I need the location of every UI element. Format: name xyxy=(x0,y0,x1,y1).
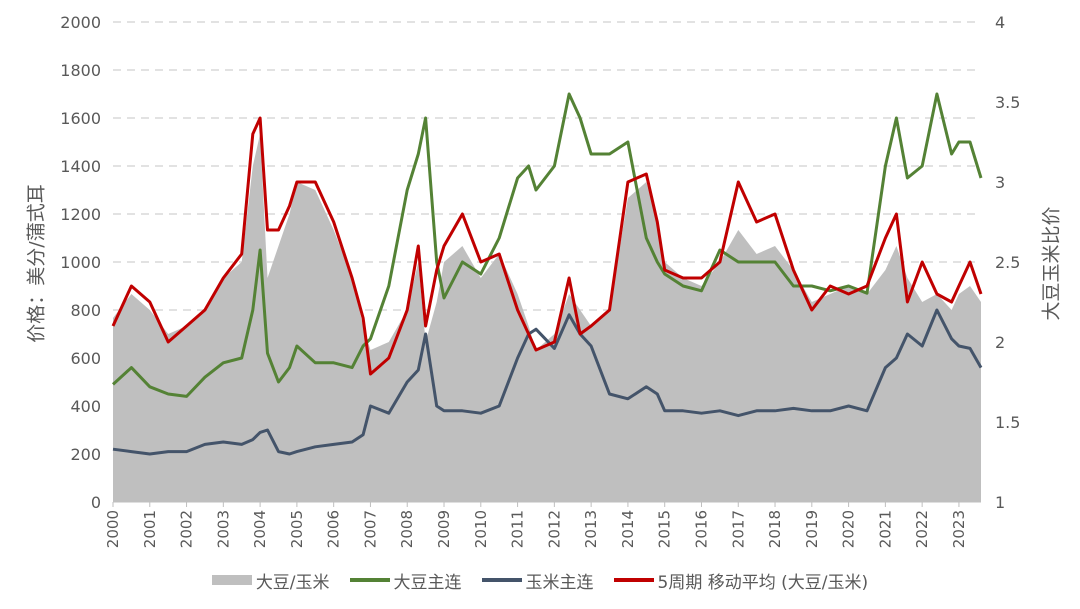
x-tick-label: 2001 xyxy=(141,510,159,548)
right-tick-label: 2.5 xyxy=(995,253,1020,272)
x-tick-label: 2009 xyxy=(435,510,453,548)
x-tick-label: 2023 xyxy=(950,510,968,548)
x-tick-label: 2006 xyxy=(325,510,343,548)
x-tick-label: 2019 xyxy=(803,510,821,548)
x-tick-label: 2000 xyxy=(104,510,122,548)
x-tick-label: 2016 xyxy=(692,510,710,548)
x-tick-label: 2013 xyxy=(582,510,600,548)
left-axis-title: 价格：美分/蒲式耳 xyxy=(25,184,48,343)
chart-legend: 大豆/玉米 大豆主连 玉米主连 5周期 移动平均 (大豆/玉米) xyxy=(0,566,1080,594)
x-tick-label: 2021 xyxy=(876,510,894,548)
x-tick-label: 2018 xyxy=(766,510,784,548)
x-tick-label: 2014 xyxy=(619,510,637,548)
left-tick-label: 200 xyxy=(70,445,101,464)
x-tick-label: 2005 xyxy=(288,510,306,548)
legend-label: 大豆/玉米 xyxy=(255,572,330,593)
series-line-ratio-ma5 xyxy=(111,116,983,376)
x-tick-label: 2004 xyxy=(251,510,269,548)
x-tick-label: 2011 xyxy=(509,510,527,548)
right-axis-title: 大豆玉米比价 xyxy=(1040,206,1063,321)
right-tick-label: 1.5 xyxy=(995,413,1020,432)
x-tick-label: 2010 xyxy=(472,510,490,548)
right-tick-label: 4 xyxy=(995,13,1005,32)
x-tick-label: 2008 xyxy=(398,510,416,548)
left-tick-label: 400 xyxy=(70,397,101,416)
x-tick-label: 2012 xyxy=(545,510,563,548)
right-tick-label: 2 xyxy=(995,333,1005,352)
left-tick-label: 0 xyxy=(91,493,101,512)
left-tick-label: 1400 xyxy=(60,157,101,176)
left-tick-label: 1200 xyxy=(60,205,101,224)
right-tick-label: 1 xyxy=(995,493,1005,512)
legend-item: 5周期 移动平均 (大豆/玉米) xyxy=(613,568,869,593)
legend-item: 大豆/玉米 xyxy=(211,568,330,593)
left-tick-label: 2000 xyxy=(60,13,101,32)
x-tick-label: 2022 xyxy=(913,510,931,548)
left-tick-label: 1600 xyxy=(60,109,101,128)
legend-swatch xyxy=(481,578,522,582)
legend-swatch xyxy=(613,578,654,582)
legend-item: 大豆主连 xyxy=(349,568,462,593)
left-tick-label: 800 xyxy=(70,301,101,320)
right-tick-label: 3 xyxy=(995,173,1005,192)
axes-layer: 0 200 400 600 800 1000 1200 1400 1600 1800 2000 1 1.… xyxy=(60,13,1020,548)
left-tick-label: 1000 xyxy=(60,253,101,272)
x-tick-label: 2002 xyxy=(178,510,196,548)
area-series-layer xyxy=(113,134,981,502)
line-series-layer xyxy=(111,92,983,456)
x-tick-label: 2015 xyxy=(656,510,674,548)
series-line-soybean xyxy=(111,92,983,398)
x-tick-label: 2017 xyxy=(729,510,747,548)
left-tick-label: 1800 xyxy=(60,61,101,80)
right-tick-label: 3.5 xyxy=(995,93,1020,112)
legend-swatch xyxy=(211,575,252,585)
left-tick-label: 600 xyxy=(70,349,101,368)
x-tick-label: 2020 xyxy=(840,510,858,548)
x-tick-label: 2007 xyxy=(361,510,379,548)
legend-item: 玉米主连 xyxy=(481,568,594,593)
legend-label: 5周期 移动平均 (大豆/玉米) xyxy=(657,572,869,593)
legend-label: 大豆主连 xyxy=(393,572,462,593)
series-line-corn xyxy=(112,308,983,456)
x-tick-label: 2003 xyxy=(214,510,232,548)
series-area-soy-corn-ratio xyxy=(113,134,981,502)
legend-swatch xyxy=(349,578,390,582)
legend-label: 玉米主连 xyxy=(525,572,594,593)
